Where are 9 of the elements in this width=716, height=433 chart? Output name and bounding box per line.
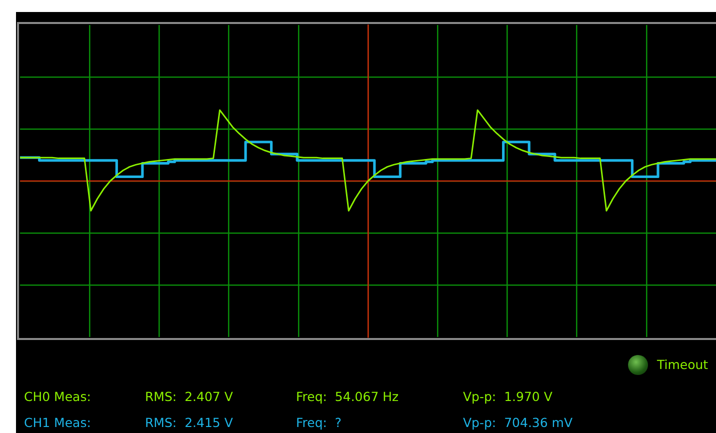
text: Vp-p: 1.970 V (463, 389, 552, 405)
text: CH0 Meas: (24, 389, 91, 405)
text: Timeout (657, 357, 708, 373)
text: Vp-p: 704.36 mV (463, 415, 573, 431)
text: RMS: 2.407 V (145, 389, 233, 405)
text: RMS: 2.415 V (145, 415, 233, 431)
text: CH1 Meas: (24, 415, 91, 431)
text: Freq: ? (296, 415, 342, 431)
text: Freq: 54.067 Hz (296, 389, 399, 405)
